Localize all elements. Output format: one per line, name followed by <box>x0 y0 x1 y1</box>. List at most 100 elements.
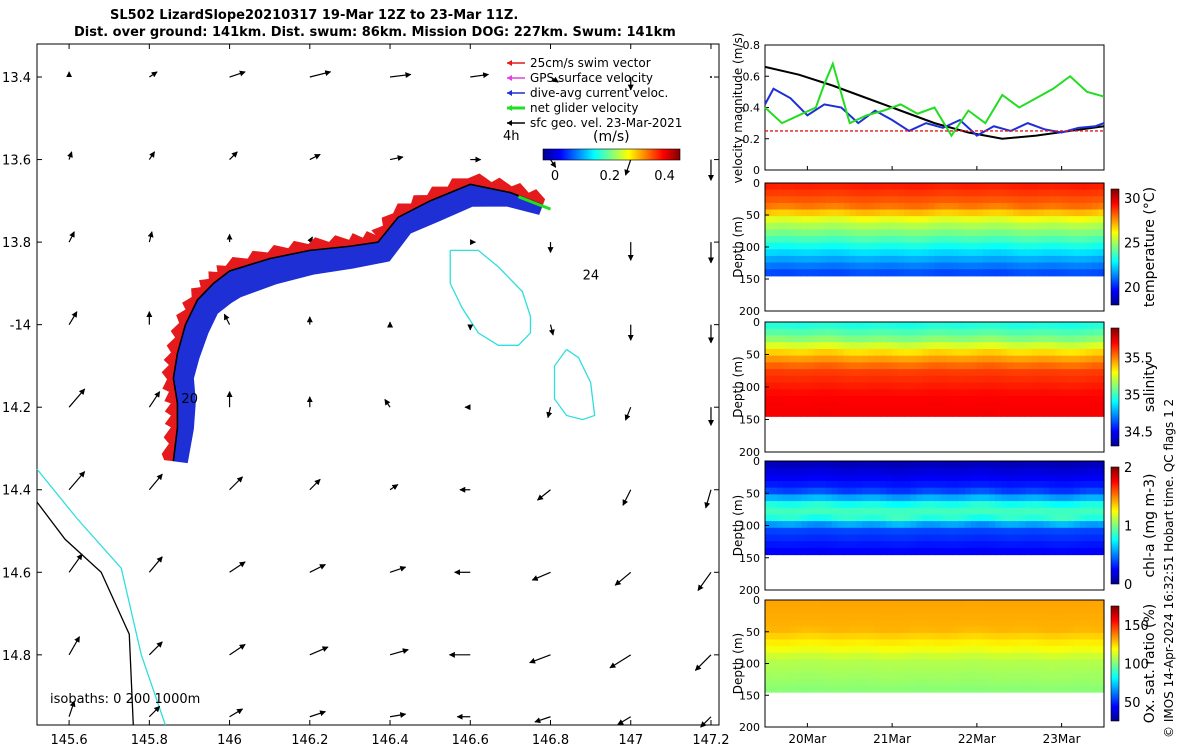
section-cell <box>880 527 887 536</box>
section-cell <box>843 355 851 363</box>
geo-velocity-arrow <box>624 406 632 421</box>
section-cell <box>1049 619 1057 627</box>
section-cell <box>940 322 948 330</box>
section-cell <box>813 659 821 667</box>
section-cell <box>922 639 930 647</box>
section-cell <box>1025 355 1032 363</box>
section-cell <box>831 216 839 224</box>
section-cell <box>771 646 778 654</box>
section-cell <box>910 613 917 621</box>
section-cell <box>958 527 966 536</box>
section-cell <box>982 189 990 197</box>
section-cell <box>1091 514 1099 522</box>
section-cell <box>807 481 815 489</box>
section-cell <box>873 229 881 237</box>
section-cell <box>922 507 930 516</box>
section-cell <box>1001 481 1008 489</box>
section-cell <box>867 216 875 224</box>
section-cell <box>813 216 821 224</box>
section-cell <box>958 600 966 608</box>
section-cell <box>1097 348 1105 357</box>
section-cell <box>789 409 796 417</box>
section-cell <box>934 236 942 244</box>
section-cell <box>1067 665 1075 673</box>
section-cell <box>922 619 930 627</box>
section-cell <box>1031 606 1039 614</box>
section-cell <box>886 183 893 191</box>
x-tick-label: 146.4 <box>371 733 408 748</box>
section-cell <box>1025 652 1032 660</box>
section-cell <box>1073 196 1081 204</box>
section-cell <box>819 242 827 250</box>
section-cell <box>1097 189 1105 197</box>
section-cell <box>1007 521 1014 529</box>
section-cell <box>892 467 899 475</box>
section-cell <box>940 335 948 343</box>
section-cell <box>873 216 881 224</box>
section-cell <box>777 678 784 687</box>
section-cell <box>777 527 784 536</box>
section-cell <box>952 652 960 660</box>
section-cell <box>964 216 972 224</box>
section-cell <box>1055 639 1063 647</box>
section-cell <box>861 222 869 230</box>
section-cell <box>1061 606 1069 614</box>
section-y-label: Depth (m) <box>731 633 745 694</box>
section-cell <box>1049 632 1057 641</box>
section-cell <box>1001 547 1008 556</box>
section-cell <box>1055 382 1063 390</box>
section-cell <box>880 216 887 224</box>
section-cell <box>904 255 911 264</box>
section-cell <box>1097 665 1105 673</box>
section-cell <box>1073 487 1081 496</box>
section-cell <box>964 632 972 641</box>
section-cell <box>1001 507 1008 516</box>
section-cell <box>982 209 990 217</box>
section-cell <box>831 541 839 549</box>
section-cell <box>1013 659 1020 667</box>
section-cell <box>849 678 857 687</box>
geo-velocity-dot <box>709 76 712 79</box>
section-cell <box>916 236 923 244</box>
section-cell <box>1097 209 1105 217</box>
section-cell <box>946 409 954 417</box>
section-cell <box>1025 487 1032 496</box>
section-cell <box>1019 600 1026 608</box>
section-cell <box>1091 541 1099 549</box>
section-cell <box>940 467 948 475</box>
section-cell <box>892 527 899 536</box>
section-cell <box>880 626 887 634</box>
section-cell <box>807 262 815 270</box>
section-cell <box>1037 474 1045 482</box>
section-cell <box>1085 678 1093 687</box>
section-cell <box>898 619 905 627</box>
section-cell <box>940 672 948 680</box>
section-cell <box>892 389 899 397</box>
section-cell <box>880 659 887 667</box>
section-cell <box>946 348 954 357</box>
section-cell <box>995 487 1002 496</box>
section-cell <box>946 249 954 257</box>
section-cell <box>880 501 887 509</box>
section-cell <box>1001 389 1008 397</box>
section-cell <box>1091 402 1099 411</box>
section-cell <box>970 481 978 489</box>
section-cell <box>795 183 802 191</box>
section-cell <box>928 514 936 522</box>
section-cell <box>1043 652 1051 660</box>
section-cell <box>922 541 930 549</box>
section-cell <box>952 632 960 641</box>
section-cell <box>813 626 821 634</box>
section-cell <box>771 222 778 230</box>
section-cell <box>1013 632 1020 641</box>
section-cell <box>1007 396 1014 404</box>
section-cell <box>873 521 881 529</box>
section-cell <box>1055 534 1063 542</box>
section-cell <box>1061 685 1069 693</box>
section-cell <box>777 229 784 237</box>
section-cell <box>928 328 936 337</box>
section-cell <box>825 375 833 384</box>
section-cell <box>837 487 845 496</box>
section-cell <box>898 521 905 529</box>
section-cell <box>801 600 808 608</box>
